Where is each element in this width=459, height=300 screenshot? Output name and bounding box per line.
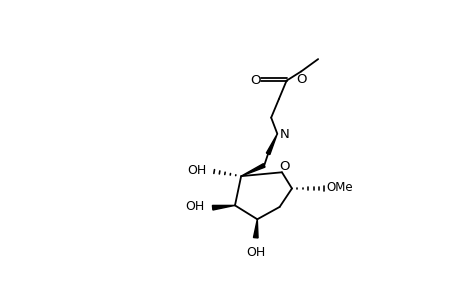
Polygon shape xyxy=(266,134,277,154)
Polygon shape xyxy=(241,164,264,176)
Text: O: O xyxy=(250,74,260,87)
Text: O: O xyxy=(296,73,307,85)
Polygon shape xyxy=(212,206,235,210)
Text: N: N xyxy=(279,128,289,141)
Polygon shape xyxy=(253,219,257,238)
Text: OMe: OMe xyxy=(326,181,353,194)
Text: OH: OH xyxy=(187,164,206,177)
Text: OH: OH xyxy=(246,246,265,259)
Text: O: O xyxy=(279,160,289,172)
Text: OH: OH xyxy=(185,200,205,213)
